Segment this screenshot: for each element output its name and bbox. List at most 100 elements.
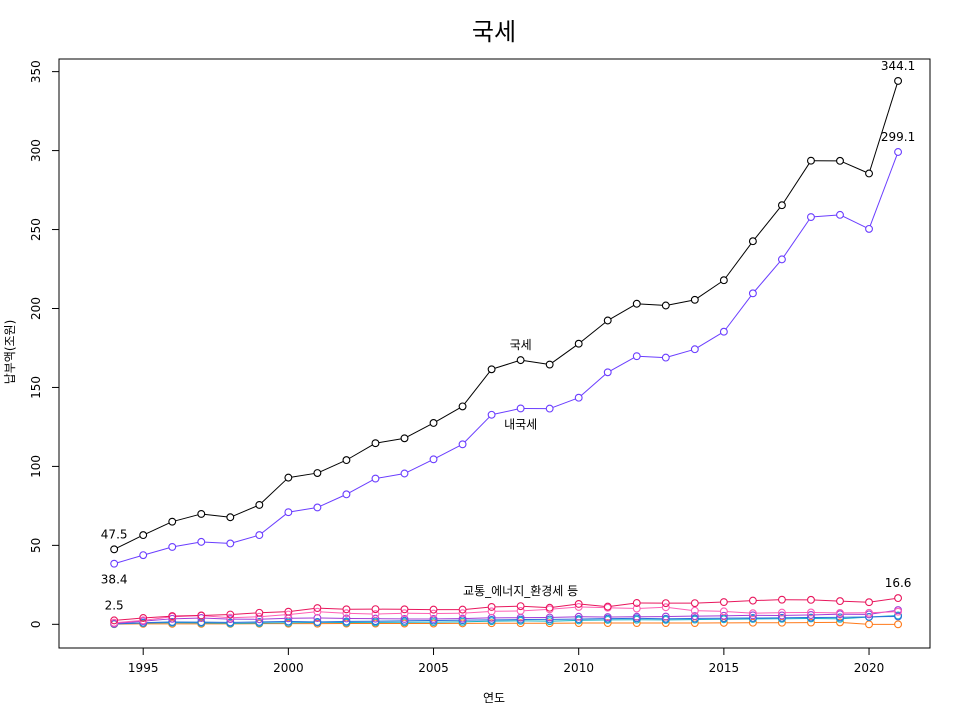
series-line-segment bbox=[349, 444, 373, 459]
series-line-segment bbox=[494, 605, 518, 608]
series-line-segment bbox=[640, 606, 663, 609]
data-point bbox=[719, 607, 728, 616]
data-point bbox=[719, 276, 728, 285]
annotation-label: 국세 bbox=[510, 338, 532, 352]
data-point bbox=[342, 456, 351, 465]
data-point bbox=[226, 610, 235, 619]
data-point bbox=[719, 327, 728, 336]
data-point bbox=[836, 210, 844, 219]
series-line-segment bbox=[378, 473, 402, 479]
data-point bbox=[371, 474, 380, 483]
series-line-segment bbox=[725, 295, 752, 330]
series-line-segment bbox=[378, 612, 402, 615]
data-point bbox=[458, 609, 467, 618]
data-point bbox=[458, 614, 467, 623]
series-line-segment bbox=[117, 622, 140, 625]
series-line-segment bbox=[581, 322, 606, 342]
data-point bbox=[865, 620, 873, 629]
data-point bbox=[487, 619, 496, 628]
data-point bbox=[429, 609, 438, 618]
series-line-segment bbox=[814, 613, 837, 616]
data-point bbox=[836, 613, 844, 622]
series-line-segment bbox=[756, 599, 779, 602]
data-point bbox=[313, 503, 322, 512]
y-tick-label: 150 bbox=[29, 376, 43, 399]
data-point bbox=[661, 612, 670, 621]
data-point bbox=[603, 602, 612, 611]
series-4 bbox=[110, 606, 903, 628]
data-point bbox=[690, 606, 699, 615]
series-line-segment bbox=[725, 243, 752, 278]
data-point bbox=[894, 607, 903, 616]
data-point bbox=[371, 605, 380, 614]
data-point bbox=[574, 393, 583, 402]
data-point bbox=[168, 612, 177, 621]
x-tick-label: 1995 bbox=[128, 661, 159, 675]
series-line-segment bbox=[175, 514, 199, 522]
y-axis-title: 납부액(조원) bbox=[3, 320, 17, 385]
data-point bbox=[661, 301, 670, 310]
data-point bbox=[574, 339, 583, 348]
series-1 bbox=[110, 148, 903, 568]
data-point bbox=[487, 365, 496, 374]
data-point bbox=[110, 559, 119, 568]
data-point bbox=[603, 619, 612, 628]
series-line-segment bbox=[407, 424, 431, 438]
data-point bbox=[487, 602, 496, 611]
series-line-segment bbox=[349, 612, 373, 615]
data-point bbox=[865, 608, 873, 617]
series-line-segment bbox=[378, 438, 402, 444]
annotation-label: 299.1 bbox=[881, 130, 915, 144]
data-point bbox=[197, 611, 206, 620]
series-line-segment bbox=[146, 547, 170, 555]
x-tick-label: 2020 bbox=[854, 661, 885, 675]
series-line-segment bbox=[436, 445, 460, 459]
data-point bbox=[487, 607, 496, 616]
series-line-segment bbox=[291, 473, 315, 478]
data-point bbox=[168, 617, 177, 626]
data-point bbox=[748, 237, 757, 246]
data-point bbox=[690, 599, 699, 608]
series-line-segment bbox=[727, 611, 750, 614]
data-point bbox=[807, 618, 815, 627]
data-point bbox=[342, 609, 351, 618]
data-point bbox=[545, 619, 554, 628]
series-line-segment bbox=[204, 617, 227, 620]
data-point bbox=[661, 353, 670, 362]
data-point bbox=[429, 605, 438, 614]
data-point bbox=[748, 609, 757, 618]
series-line-segment bbox=[116, 536, 141, 549]
series-line-segment bbox=[669, 299, 692, 306]
data-point bbox=[603, 368, 612, 377]
data-point bbox=[603, 316, 612, 325]
series-line-segment bbox=[146, 618, 169, 622]
data-point bbox=[516, 404, 525, 413]
x-tick-label: 2010 bbox=[563, 661, 594, 675]
data-point bbox=[458, 440, 467, 449]
data-point bbox=[690, 614, 699, 623]
data-point bbox=[255, 500, 264, 509]
data-point bbox=[255, 617, 264, 626]
series-line-segment bbox=[233, 505, 257, 517]
data-point bbox=[894, 594, 903, 603]
data-point bbox=[574, 599, 583, 608]
series-line-segment bbox=[698, 601, 721, 604]
data-point bbox=[226, 539, 235, 548]
data-point bbox=[836, 608, 844, 617]
y-tick-label: 100 bbox=[29, 455, 43, 478]
data-point bbox=[168, 542, 177, 551]
x-tick-label: 2015 bbox=[709, 661, 740, 675]
series-line-segment bbox=[783, 219, 810, 257]
series-layer bbox=[110, 76, 903, 629]
series-line-segment bbox=[523, 360, 547, 365]
data-point bbox=[284, 610, 293, 619]
annotation-label: 내국세 bbox=[504, 417, 537, 431]
series-line-segment bbox=[146, 621, 169, 624]
data-point bbox=[400, 609, 409, 618]
series-line-segment bbox=[320, 611, 344, 614]
x-axis-title: 연도 bbox=[483, 691, 505, 705]
data-point bbox=[777, 255, 786, 264]
series-line-segment bbox=[117, 555, 141, 564]
data-point bbox=[632, 352, 641, 361]
